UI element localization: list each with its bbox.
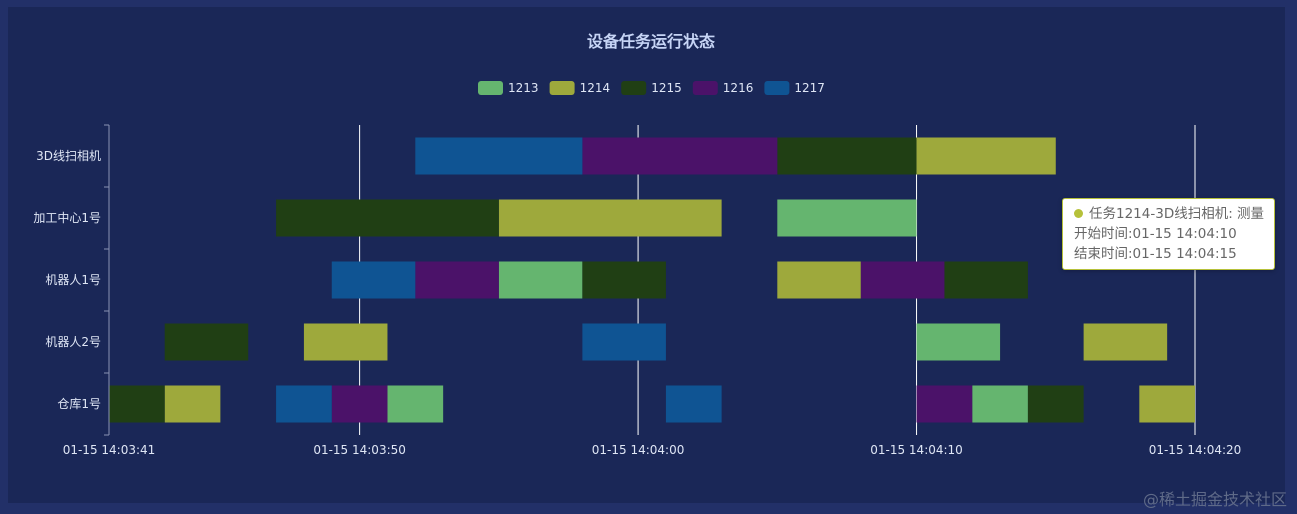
- task-bar: [582, 137, 778, 175]
- task-bar: [777, 137, 917, 175]
- legend: 1213 1214 1215 1216 1217: [478, 81, 825, 95]
- y-tick-label: 加工中心1号: [33, 210, 101, 225]
- task-bars: [109, 137, 1195, 423]
- chart-panel: 设备任务运行状态 1213 1214 1215 1216 1217 3D线扫相机 加工中心…: [8, 7, 1285, 503]
- tooltip: 任务1214-3D线扫相机: 测量 开始时间:01-15 14:04:10 结束…: [1062, 198, 1276, 270]
- task-bar: [944, 261, 1028, 299]
- task-bar: [582, 261, 666, 299]
- task-bar: [1083, 323, 1168, 361]
- legend-label-1213: 1213: [508, 81, 539, 95]
- task-bar: [387, 385, 444, 423]
- x-tick-label: 01-15 14:04:10: [870, 443, 963, 457]
- gantt-chart: 设备任务运行状态 1213 1214 1215 1216 1217 3D线扫相机加工中心…: [33, 32, 1242, 457]
- legend-swatch-1217: [764, 81, 790, 95]
- tooltip-marker: [1074, 209, 1083, 218]
- x-tick-label: 01-15 14:04:00: [592, 443, 685, 457]
- task-bar: [498, 261, 583, 299]
- x-tick-label: 01-15 14:03:50: [313, 443, 406, 457]
- task-bar: [582, 323, 666, 361]
- y-tick-label: 3D线扫相机: [36, 149, 101, 163]
- y-tick-label: 机器人1号: [45, 273, 101, 287]
- task-bar: [303, 323, 388, 361]
- legend-label-1217: 1217: [794, 81, 825, 95]
- x-tick-label: 01-15 14:04:20: [1149, 443, 1242, 457]
- task-bar: [276, 385, 332, 423]
- task-bar: [164, 323, 249, 361]
- y-tick-label: 机器人2号: [45, 335, 101, 349]
- task-bar: [498, 199, 722, 237]
- chart-title: 设备任务运行状态: [587, 32, 715, 51]
- task-bar: [1139, 385, 1195, 423]
- legend-label-1215: 1215: [651, 81, 682, 95]
- task-bar: [860, 261, 945, 299]
- legend-label-1214: 1214: [580, 81, 611, 95]
- x-axis: 01-15 14:03:41 01-15 14:03:50 01-15 14:04:…: [63, 443, 1242, 457]
- task-bar: [415, 261, 499, 299]
- task-bar: [1027, 385, 1084, 423]
- legend-swatch-1214: [549, 81, 575, 95]
- tooltip-end-line: 结束时间:01-15 14:04:15: [1074, 246, 1237, 262]
- task-bar: [916, 385, 973, 423]
- x-tick-label: 01-15 14:03:41: [63, 443, 156, 457]
- task-bar: [415, 137, 583, 175]
- task-bar: [777, 261, 861, 299]
- legend-swatch-1213: [478, 81, 503, 95]
- task-bar: [109, 385, 165, 423]
- task-bar: [276, 199, 499, 237]
- task-bar: [665, 385, 722, 423]
- tooltip-start-line: 开始时间:01-15 14:04:10: [1074, 226, 1237, 242]
- legend-swatch-1215: [621, 81, 647, 95]
- task-bar: [916, 323, 1001, 361]
- task-bar: [972, 385, 1028, 423]
- legend-label-1216: 1216: [723, 81, 754, 95]
- task-bar: [916, 137, 1056, 175]
- y-tick-label: 仓库1号: [57, 396, 101, 411]
- task-bar: [331, 385, 388, 423]
- watermark: @稀土掘金技术社区: [1142, 490, 1287, 509]
- task-bar: [331, 261, 416, 299]
- tooltip-task-line: 任务1214-3D线扫相机: 测量: [1089, 206, 1265, 222]
- task-bar: [777, 199, 917, 237]
- task-bar: [164, 385, 221, 423]
- legend-swatch-1216: [692, 81, 718, 95]
